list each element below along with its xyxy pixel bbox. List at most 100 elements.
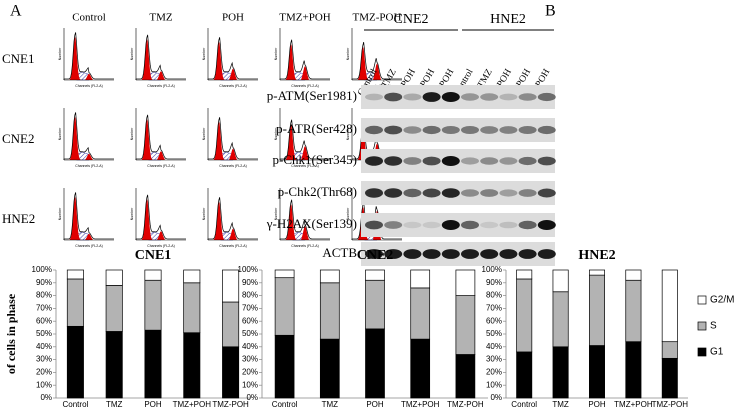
y-tick-label: 20% bbox=[242, 368, 258, 377]
x-tick-label: Control bbox=[63, 400, 89, 409]
bar-segment bbox=[222, 301, 240, 348]
x-tick-label: TMZ bbox=[552, 400, 569, 409]
bar-segment bbox=[625, 279, 642, 343]
panel-label: A bbox=[10, 3, 22, 20]
bar-segment bbox=[589, 345, 605, 399]
bar-segment bbox=[183, 269, 201, 284]
column-header: POH bbox=[222, 12, 244, 24]
blot-band bbox=[480, 249, 499, 259]
column-header: TMZ bbox=[149, 12, 173, 24]
y-tick-label: 80% bbox=[242, 291, 258, 300]
blot-band bbox=[537, 125, 556, 135]
legend-label: G2/M bbox=[710, 295, 734, 306]
blot-band bbox=[518, 249, 537, 259]
x-tick-label: TMZ-POH bbox=[652, 400, 689, 409]
protein-label: p-ATR(Ser428) bbox=[276, 121, 357, 136]
blot-band bbox=[480, 221, 499, 229]
hist-g2-peak bbox=[85, 73, 93, 80]
bar-segment bbox=[589, 274, 605, 346]
hist-outline bbox=[279, 119, 330, 160]
blot-band bbox=[365, 93, 383, 101]
blot-band bbox=[441, 220, 460, 230]
x-tick-label: Control bbox=[511, 400, 537, 409]
blot-band bbox=[461, 189, 479, 197]
blot-band bbox=[384, 92, 403, 102]
hist-x-label: Channels (FL2-A) bbox=[147, 84, 175, 88]
protein-label: γ-H2AX(Ser139) bbox=[266, 216, 357, 231]
hist-g2-peak bbox=[301, 225, 309, 240]
hist-g2-peak bbox=[373, 63, 381, 80]
hist-y-label: Number bbox=[58, 47, 62, 60]
hist-x-label: Channels (FL2-A) bbox=[291, 164, 319, 168]
x-tick-label: TMZ+POH bbox=[401, 400, 440, 409]
hist-x-label: Channels (FL2-A) bbox=[291, 244, 319, 248]
hist-g1-peak bbox=[213, 41, 225, 80]
hist-outline bbox=[207, 117, 258, 160]
blot-band bbox=[441, 249, 460, 259]
bar-segment bbox=[144, 329, 162, 399]
y-axis-label: of cells in phase bbox=[4, 293, 18, 374]
chart-title: HNE2 bbox=[578, 248, 615, 263]
x-tick-label: POH bbox=[588, 400, 606, 409]
hist-x-label: Channels (FL2-A) bbox=[219, 244, 247, 248]
bar-segment bbox=[516, 351, 533, 399]
blot-band bbox=[384, 156, 403, 166]
bar-segment bbox=[589, 269, 605, 276]
hist-g2-peak bbox=[85, 233, 93, 240]
hist-outline bbox=[63, 32, 114, 80]
group-label: CNE2 bbox=[394, 12, 429, 27]
blot-band bbox=[518, 126, 537, 134]
hist-y-label: Number bbox=[130, 47, 134, 60]
hist-x-label: Channels (FL2-A) bbox=[75, 164, 103, 168]
hist-y-label: Number bbox=[130, 127, 134, 140]
hist-y-label: Number bbox=[202, 47, 206, 60]
hist-g2-peak bbox=[157, 231, 165, 240]
y-tick-label: 90% bbox=[486, 278, 502, 287]
y-tick-label: 50% bbox=[36, 329, 52, 338]
bar-segment bbox=[455, 295, 476, 355]
blot-band bbox=[403, 126, 422, 134]
blot-band bbox=[499, 126, 518, 134]
legend-swatch bbox=[697, 321, 707, 331]
legend-label: G1 bbox=[710, 347, 724, 358]
blot-band bbox=[422, 188, 441, 198]
hist-g2-peak bbox=[301, 145, 309, 160]
bar-segment bbox=[183, 332, 201, 399]
hist-g1-peak bbox=[69, 36, 81, 80]
hist-g2-peak bbox=[229, 68, 237, 80]
x-tick-label: TMZ+POH bbox=[173, 400, 212, 409]
blot-band bbox=[537, 156, 556, 166]
hist-x-label: Channels (FL2-A) bbox=[75, 84, 103, 88]
bar-segment bbox=[222, 346, 240, 399]
bar-segment bbox=[365, 269, 385, 281]
blot-band bbox=[422, 156, 441, 166]
bar-segment bbox=[410, 287, 431, 340]
hist-y-label: Number bbox=[202, 127, 206, 140]
y-tick-label: 40% bbox=[486, 342, 502, 351]
hist-x-label: Channels (FL2-A) bbox=[147, 244, 175, 248]
y-tick-label: 30% bbox=[242, 355, 258, 364]
panel-label: B bbox=[545, 3, 556, 20]
hist-outline bbox=[63, 112, 114, 160]
y-tick-label: 100% bbox=[482, 265, 502, 274]
blot-band bbox=[384, 249, 403, 259]
blot-band bbox=[537, 188, 556, 198]
bar-segment bbox=[274, 269, 295, 279]
hist-g1-peak bbox=[69, 196, 81, 240]
y-tick-label: 100% bbox=[32, 265, 52, 274]
blot-band bbox=[499, 157, 518, 165]
hist-outline bbox=[279, 199, 330, 240]
bar-segment bbox=[222, 269, 240, 303]
hist-outline bbox=[135, 114, 186, 160]
blot-band bbox=[441, 188, 460, 198]
hist-x-label: Channels (FL2-A) bbox=[75, 244, 103, 248]
blot-band bbox=[499, 249, 518, 259]
bar-segment bbox=[105, 285, 123, 332]
blot-band bbox=[422, 125, 441, 135]
hist-outline bbox=[351, 202, 402, 240]
blot-band bbox=[422, 221, 441, 229]
blot-band bbox=[384, 221, 403, 229]
bar-segment bbox=[625, 341, 642, 399]
blot-band bbox=[537, 92, 556, 102]
chart-title: CNE1 bbox=[135, 248, 172, 263]
